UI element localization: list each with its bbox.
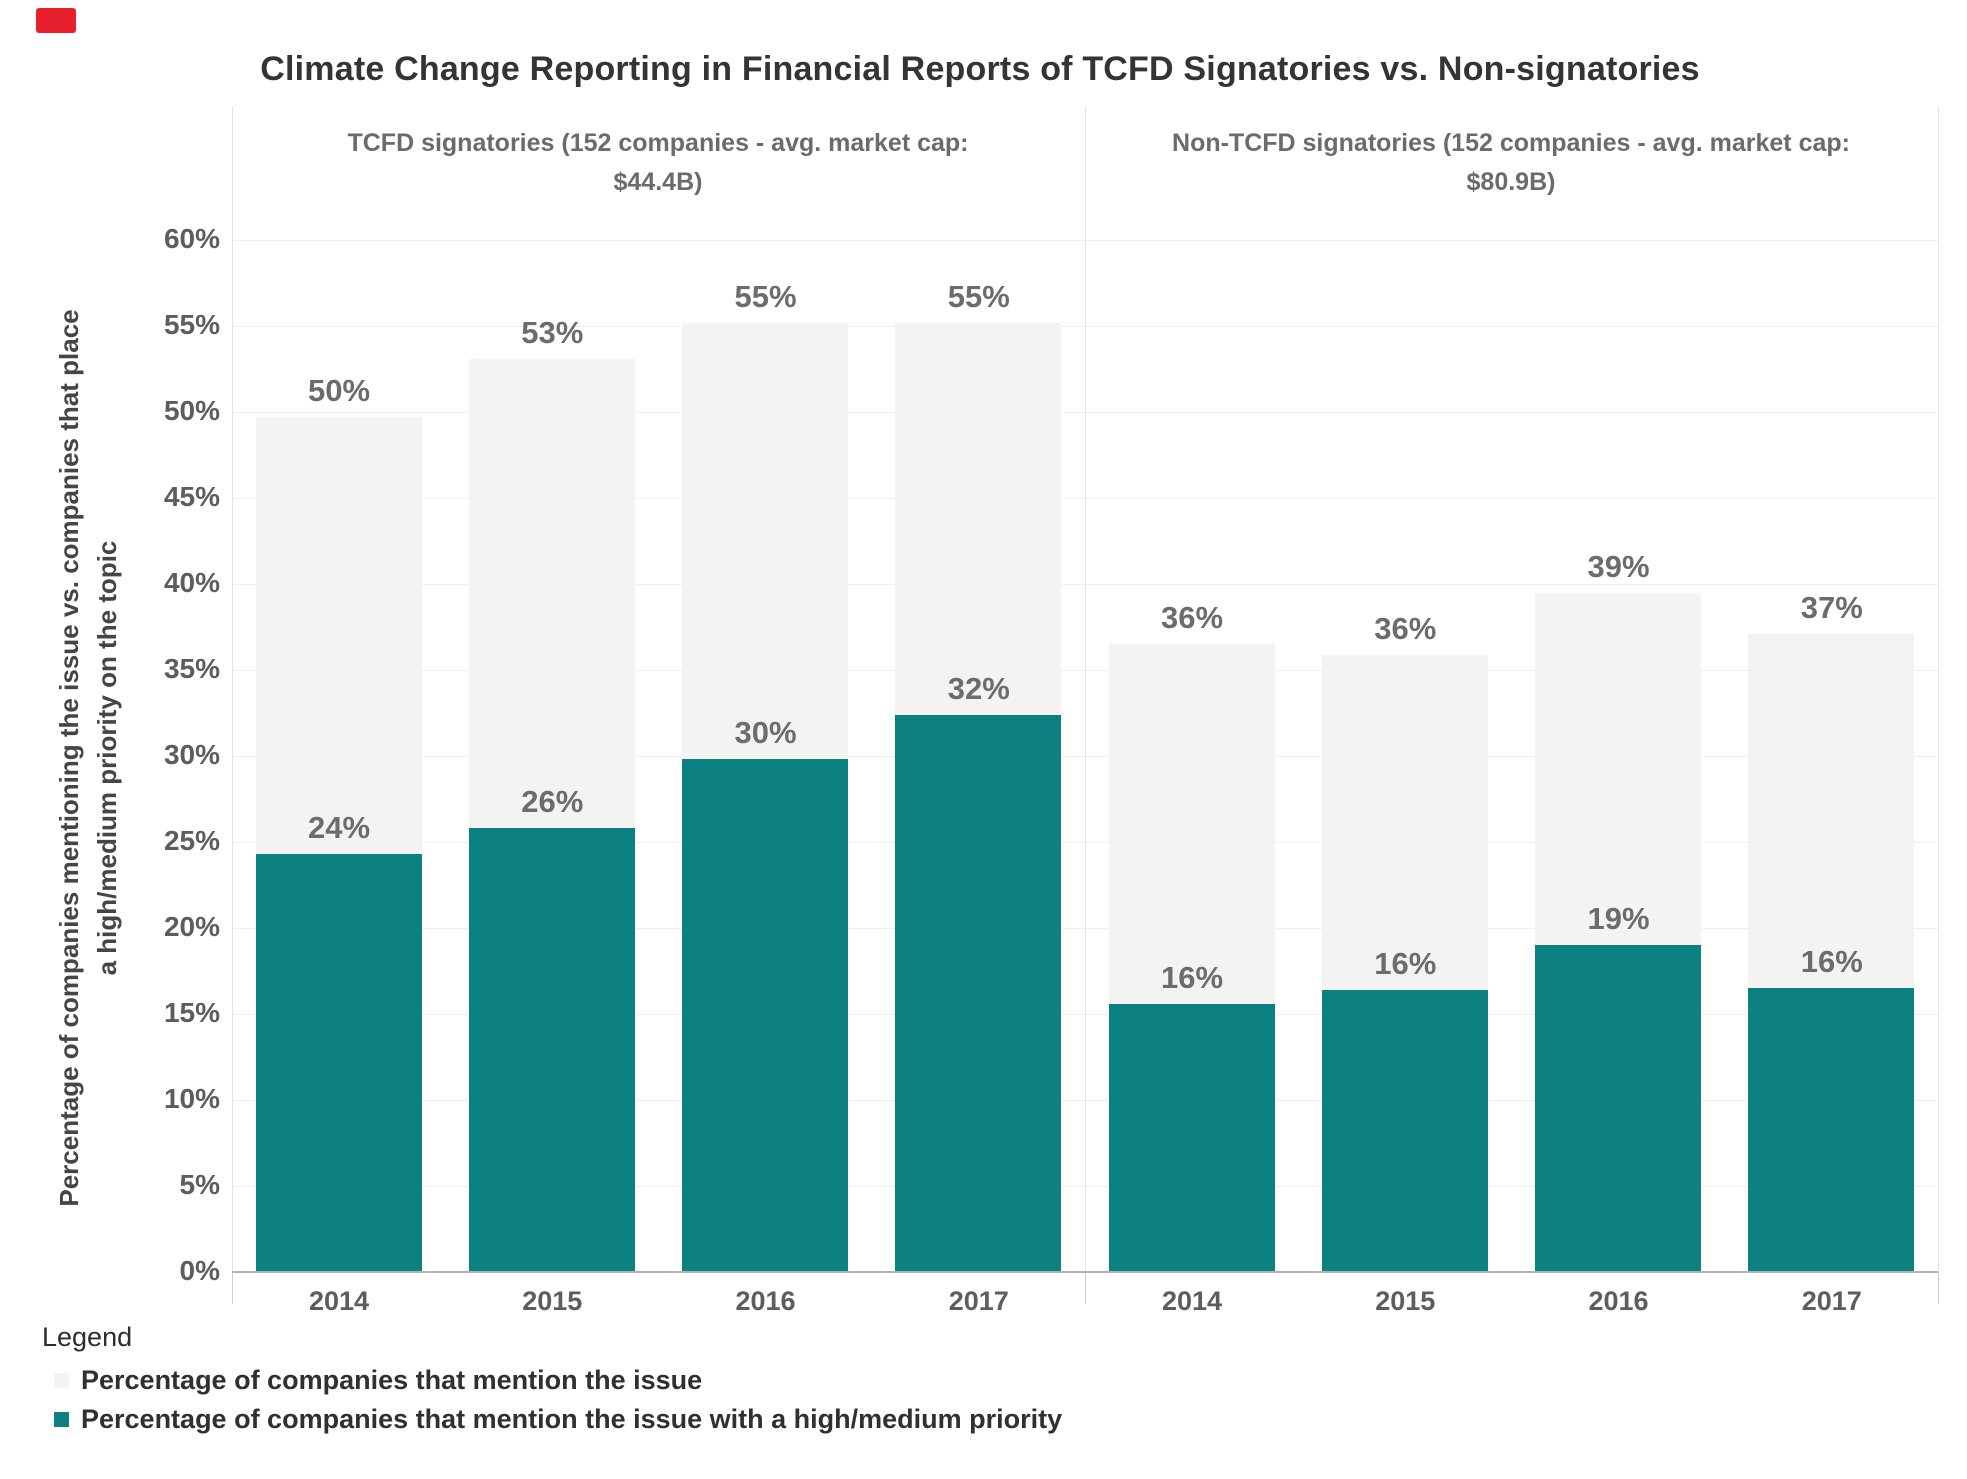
bar-priority (1748, 988, 1915, 1271)
bar-priority (1321, 989, 1488, 1271)
panel-separator (1085, 106, 1086, 1272)
y-tick-label: 5% (179, 1169, 220, 1200)
bar-value-label-mention: 37% (1800, 589, 1863, 625)
legend-swatch-priority-icon (54, 1411, 69, 1427)
legend-item-priority: Percentage of companies that mention the… (42, 1402, 1062, 1436)
legend-label-priority: Percentage of companies that mention the… (81, 1404, 1063, 1434)
x-tick-label: 2014 (308, 1286, 370, 1316)
x-tick-label: 2017 (1801, 1286, 1862, 1316)
panel-border (1938, 106, 1939, 1272)
panel-header-tcfd: TCFD signatories (152 companies - avg. m… (347, 129, 969, 196)
bar-value-label-mention: 36% (1374, 610, 1437, 646)
bar-value-label-mention: 36% (1160, 600, 1224, 636)
bar-value-label-mention: 39% (1587, 548, 1650, 584)
y-tick-label: 10% (163, 1083, 220, 1114)
x-tick-label: 2016 (735, 1286, 796, 1316)
x-tick-label: 2017 (948, 1286, 1009, 1316)
y-tick-label: 0% (179, 1255, 220, 1286)
bar-value-label-mention: 53% (521, 314, 584, 350)
y-tick-label: 60% (163, 223, 220, 254)
bar-value-label-priority: 16% (1160, 959, 1224, 995)
x-axis-line (232, 1271, 1938, 1273)
legend-label-mention: Percentage of companies that mention the… (81, 1365, 703, 1395)
y-tick-label: 15% (163, 997, 220, 1028)
legend-item-mention: Percentage of companies that mention the… (42, 1363, 1062, 1397)
bar-priority (682, 759, 849, 1271)
bar-value-label-mention: 55% (947, 278, 1010, 314)
bar-value-label-priority: 30% (734, 715, 797, 751)
x-axis-tick (1938, 1272, 1939, 1304)
bar-priority (1108, 1003, 1275, 1271)
bar-value-label-priority: 26% (521, 784, 584, 820)
y-tick-label: 25% (163, 825, 220, 856)
y-tick-label: 40% (163, 567, 220, 598)
x-axis-tick (232, 1272, 233, 1304)
y-tick-label: 35% (163, 653, 220, 684)
bar-value-label-priority: 16% (1374, 945, 1437, 981)
x-tick-label: 2016 (1588, 1286, 1649, 1316)
panel-header-non-tcfd: Non-TCFD signatories (152 companies - av… (1172, 129, 1850, 196)
bar-priority (895, 714, 1062, 1271)
panel-border (232, 106, 233, 1272)
y-tick-label: 30% (163, 739, 220, 770)
y-axis-title-line1: Percentage of companies mentioning the i… (54, 309, 84, 1207)
x-tick-label: 2014 (1161, 1286, 1223, 1316)
y-tick-label: 20% (163, 911, 220, 942)
legend-swatch-mention-icon (54, 1372, 69, 1388)
legend: Legend Percentage of companies that ment… (42, 1322, 1062, 1441)
recording-indicator[interactable] (36, 8, 76, 33)
y-tick-label: 50% (163, 395, 220, 426)
bar-value-label-mention: 55% (734, 278, 797, 314)
x-tick-label: 2015 (522, 1286, 583, 1316)
y-tick-label: 45% (163, 481, 220, 512)
bar-value-label-mention: 50% (307, 373, 371, 409)
bar-priority (1535, 945, 1702, 1271)
bar-priority (255, 854, 422, 1271)
bar-value-label-priority: 24% (307, 810, 371, 846)
bar-priority (468, 828, 635, 1271)
x-axis-tick (1085, 1272, 1086, 1304)
bar-value-label-priority: 16% (1800, 944, 1863, 980)
bar-value-label-priority: 32% (947, 670, 1010, 706)
y-tick-label: 55% (163, 309, 220, 340)
chart-title: Climate Change Reporting in Financial Re… (260, 50, 1700, 88)
bar-value-label-priority: 19% (1587, 901, 1650, 937)
x-tick-label: 2015 (1375, 1286, 1436, 1316)
legend-title: Legend (42, 1322, 133, 1352)
